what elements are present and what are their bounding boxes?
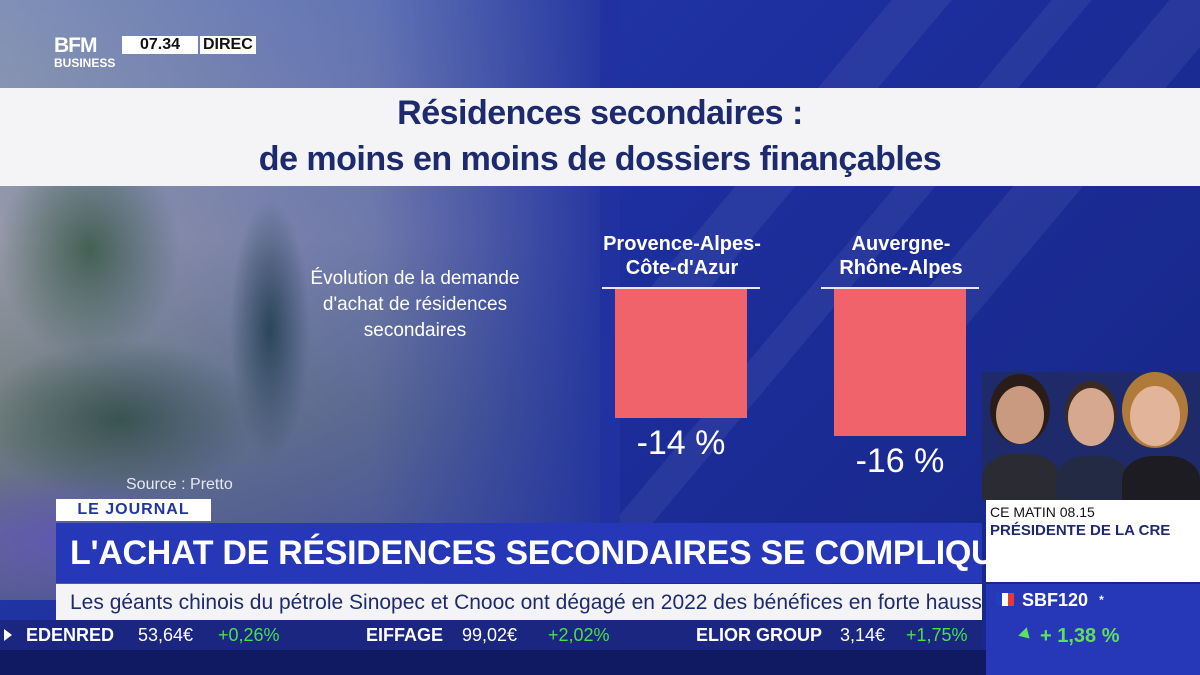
- logo-main-text: BFM: [54, 34, 97, 57]
- category-label-line: Rhône-Alpes: [839, 257, 963, 279]
- category-label-aura: Auvergne- Rhône-Alpes: [801, 232, 1001, 280]
- index-change: + 1,38 %: [1040, 625, 1120, 647]
- chart-source: Source : Pretto: [126, 476, 233, 493]
- live-label: DIREC: [200, 36, 256, 54]
- bfm-business-logo: BFM BUSINESS: [54, 34, 120, 74]
- logo-sub-text: BUSINESS: [54, 56, 116, 70]
- index-name-text: SBF120: [1022, 590, 1089, 610]
- headline-bar: [56, 523, 982, 583]
- bar-aura: [834, 289, 966, 437]
- category-label-line: Côte-d'Azur: [625, 257, 739, 279]
- ticker-stock-change: +0,26%: [218, 625, 280, 645]
- ticker-stock-name: EDENRED: [26, 625, 115, 645]
- ticker-stock-price: 99,02€: [462, 625, 518, 645]
- headline: L'ACHAT DE RÉSIDENCES SECONDAIRES SE COM…: [70, 534, 1018, 572]
- ticker-stock-name: EIFFAGE: [366, 625, 444, 645]
- news-ticker-bar: [56, 584, 982, 620]
- index-marker: *: [1099, 593, 1104, 607]
- index-box: [986, 584, 1200, 675]
- chart-caption-line: Évolution de la demande: [310, 268, 520, 289]
- french-flag-icon: [996, 593, 1014, 606]
- presenter-body: [1056, 456, 1130, 500]
- ticker-stock-price: 3,14€: [840, 625, 886, 645]
- program-box: [986, 500, 1200, 582]
- category-label-paca: Provence-Alpes- Côte-d'Azur: [582, 232, 782, 280]
- program-tag: LE JOURNAL: [56, 499, 211, 521]
- program-time: CE MATIN 08.15: [990, 504, 1095, 520]
- ticker-stock-change: +1,75%: [906, 625, 968, 645]
- chart-baseline: [602, 287, 760, 289]
- play-arrow-icon: [4, 629, 12, 641]
- index-name: SBF120 *: [1022, 590, 1104, 610]
- program-title: PRÉSIDENTE DE LA CRE: [990, 522, 1171, 539]
- chart-caption-line: secondaires: [363, 320, 467, 341]
- value-label-aura: -16 %: [855, 442, 945, 481]
- news-ticker: Les géants chinois du pétrole Sinopec et…: [70, 591, 1000, 614]
- value-label-paca: -14 %: [636, 423, 726, 462]
- ticker-stock-price: 53,64€: [138, 625, 194, 645]
- presenter-body: [1122, 456, 1200, 500]
- presenter-head: [1130, 386, 1180, 446]
- ticker-stock-name: ELIOR GROUP: [696, 625, 823, 645]
- category-label-line: Provence-Alpes-: [603, 233, 761, 255]
- market-ticker: EDENRED 53,64€ +0,26% EIFFAGE 99,02€ +2,…: [0, 620, 982, 650]
- category-label-line: Auvergne-: [851, 233, 951, 255]
- title-line-1: Résidences secondaires :: [397, 94, 803, 132]
- chart-caption-line: d'achat de résidences: [322, 294, 508, 315]
- title-band: [0, 88, 1200, 186]
- title-line-2: de moins en moins de dossiers finançable…: [258, 140, 942, 178]
- presenter-head: [1068, 388, 1114, 446]
- chart-baseline: [821, 287, 979, 289]
- presenter-head: [996, 386, 1044, 444]
- chart-caption: Évolution de la demande d'achat de résid…: [280, 266, 550, 344]
- ticker-stock-change: +2,02%: [548, 625, 610, 645]
- bottom-strip: [0, 650, 986, 675]
- presenter-body: [982, 454, 1060, 500]
- bar-paca: [615, 289, 747, 418]
- broadcast-clock: 07.34: [122, 36, 198, 54]
- presenters-inset: [982, 372, 1200, 500]
